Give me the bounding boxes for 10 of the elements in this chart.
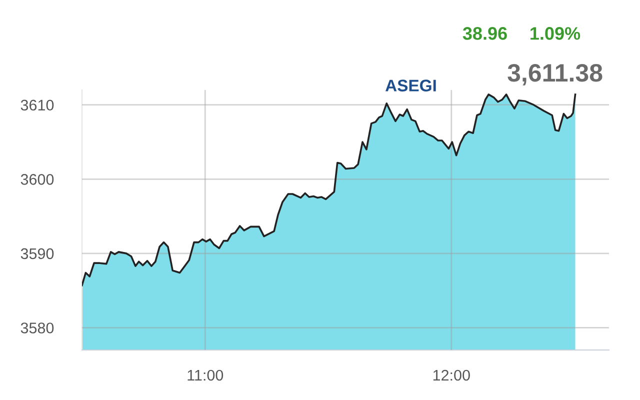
chart-title: ASEGI bbox=[385, 80, 436, 92]
text: 38.96 bbox=[462, 27, 507, 40]
x-tick-label: 12:00 bbox=[433, 370, 470, 381]
y-tick-label: 3610 bbox=[20, 100, 54, 111]
x-tick-label: 11:00 bbox=[188, 370, 224, 381]
y-tick-label: 3580 bbox=[20, 322, 54, 334]
text: 1.09% bbox=[530, 27, 580, 40]
text: 3,611.38 bbox=[508, 64, 602, 86]
y-tick-label: 3600 bbox=[20, 174, 54, 185]
y-tick-label: 3590 bbox=[20, 248, 54, 260]
